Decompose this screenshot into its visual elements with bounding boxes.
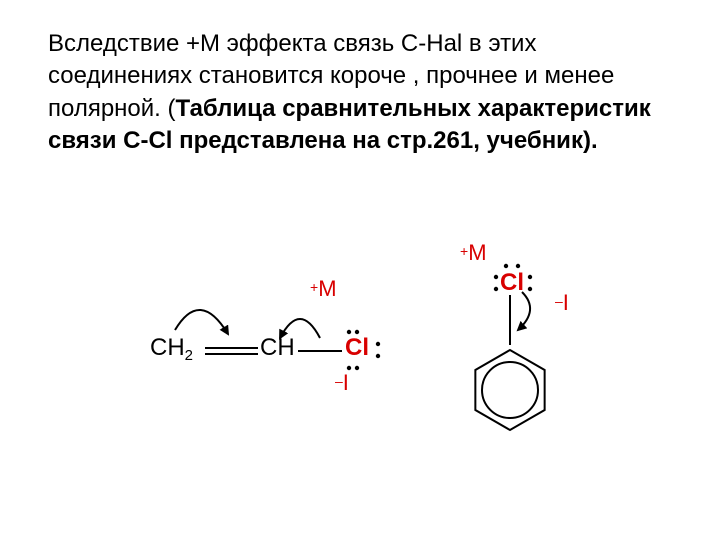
chemistry-diagrams: CH2 CH Cl +M –I Cl +M –I (0, 240, 720, 540)
svg-text:CH2: CH2 (150, 334, 193, 364)
svg-text:+M: +M (310, 276, 337, 301)
svg-text:CH: CH (260, 334, 295, 361)
svg-text:–I: –I (335, 370, 349, 395)
svg-text:Cl: Cl (345, 334, 369, 361)
svg-text:+M: +M (460, 240, 487, 265)
svg-text:–I: –I (555, 290, 569, 315)
paragraph: Вследствие +М эффекта связь С-Hal в этих… (48, 28, 668, 158)
chem-svg: CH2 CH Cl +M –I Cl +M –I (0, 240, 720, 540)
svg-text:Cl: Cl (500, 269, 524, 296)
